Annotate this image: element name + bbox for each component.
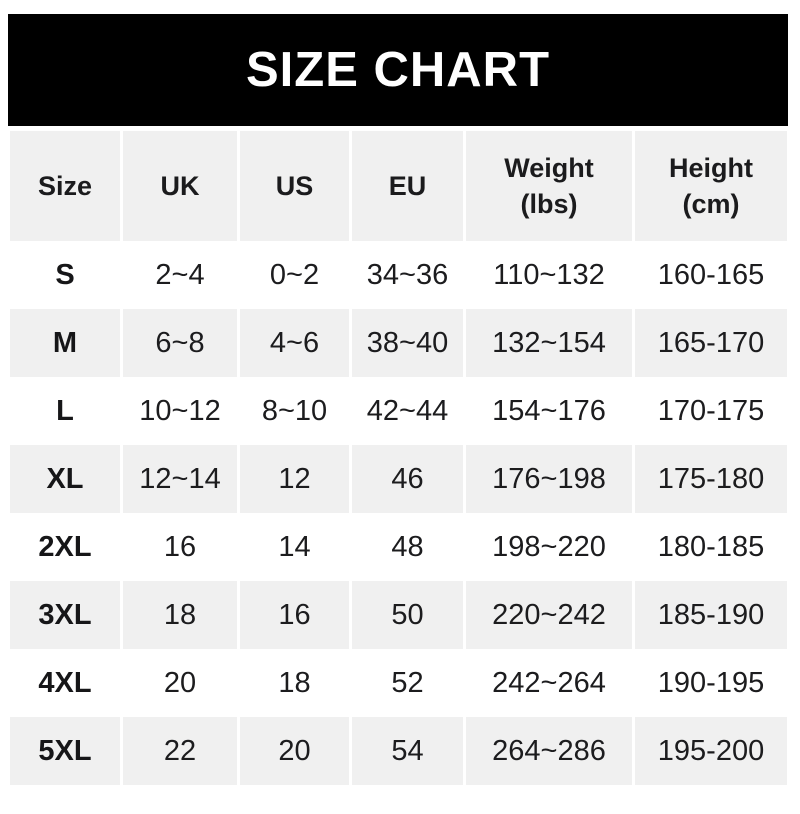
eu-cell: 52 <box>352 649 463 717</box>
column-header-eu: EU <box>352 131 463 241</box>
uk-cell: 18 <box>123 581 237 649</box>
eu-cell: 42~44 <box>352 377 463 445</box>
eu-cell: 50 <box>352 581 463 649</box>
size-cell: M <box>10 309 120 377</box>
header-row: Size UK US EU Weight (lbs) Height (cm) <box>10 131 787 241</box>
column-header-size: Size <box>10 131 120 241</box>
table-row: M 6~8 4~6 38~40 132~154 165-170 <box>10 309 787 377</box>
uk-cell: 10~12 <box>123 377 237 445</box>
eu-cell: 48 <box>352 513 463 581</box>
size-cell: 5XL <box>10 717 120 785</box>
table-row: 4XL 20 18 52 242~264 190-195 <box>10 649 787 717</box>
height-cell: 185-190 <box>635 581 787 649</box>
height-cell: 195-200 <box>635 717 787 785</box>
us-cell: 20 <box>240 717 349 785</box>
uk-cell: 22 <box>123 717 237 785</box>
us-cell: 8~10 <box>240 377 349 445</box>
table-row: S 2~4 0~2 34~36 110~132 160-165 <box>10 241 787 309</box>
uk-cell: 6~8 <box>123 309 237 377</box>
weight-cell: 198~220 <box>466 513 632 581</box>
table-row: L 10~12 8~10 42~44 154~176 170-175 <box>10 377 787 445</box>
column-header-height: Height (cm) <box>635 131 787 241</box>
uk-cell: 16 <box>123 513 237 581</box>
size-table-container: Size UK US EU Weight (lbs) Height (cm) S… <box>7 131 790 785</box>
us-cell: 18 <box>240 649 349 717</box>
table-row: 5XL 22 20 54 264~286 195-200 <box>10 717 787 785</box>
size-cell: 2XL <box>10 513 120 581</box>
us-cell: 16 <box>240 581 349 649</box>
column-header-uk: UK <box>123 131 237 241</box>
table-row: 2XL 16 14 48 198~220 180-185 <box>10 513 787 581</box>
us-cell: 4~6 <box>240 309 349 377</box>
uk-cell: 20 <box>123 649 237 717</box>
weight-cell: 176~198 <box>466 445 632 513</box>
weight-cell: 220~242 <box>466 581 632 649</box>
us-cell: 0~2 <box>240 241 349 309</box>
page-title: SIZE CHART <box>246 42 550 97</box>
size-table: Size UK US EU Weight (lbs) Height (cm) S… <box>7 131 790 785</box>
height-cell: 175-180 <box>635 445 787 513</box>
eu-cell: 46 <box>352 445 463 513</box>
us-cell: 12 <box>240 445 349 513</box>
size-cell: 3XL <box>10 581 120 649</box>
eu-cell: 38~40 <box>352 309 463 377</box>
height-cell: 165-170 <box>635 309 787 377</box>
column-header-weight: Weight (lbs) <box>466 131 632 241</box>
us-cell: 14 <box>240 513 349 581</box>
height-cell: 180-185 <box>635 513 787 581</box>
weight-cell: 242~264 <box>466 649 632 717</box>
height-cell: 190-195 <box>635 649 787 717</box>
eu-cell: 34~36 <box>352 241 463 309</box>
weight-cell: 264~286 <box>466 717 632 785</box>
size-chart-banner: SIZE CHART <box>8 14 788 126</box>
weight-cell: 110~132 <box>466 241 632 309</box>
uk-cell: 2~4 <box>123 241 237 309</box>
size-cell: 4XL <box>10 649 120 717</box>
weight-cell: 132~154 <box>466 309 632 377</box>
size-cell: L <box>10 377 120 445</box>
weight-cell: 154~176 <box>466 377 632 445</box>
size-cell: XL <box>10 445 120 513</box>
uk-cell: 12~14 <box>123 445 237 513</box>
column-header-us: US <box>240 131 349 241</box>
table-row: 3XL 18 16 50 220~242 185-190 <box>10 581 787 649</box>
table-row: XL 12~14 12 46 176~198 175-180 <box>10 445 787 513</box>
eu-cell: 54 <box>352 717 463 785</box>
size-table-header: Size UK US EU Weight (lbs) Height (cm) <box>10 131 787 241</box>
size-cell: S <box>10 241 120 309</box>
size-table-body: S 2~4 0~2 34~36 110~132 160-165 M 6~8 4~6 38~40 13… <box>10 241 787 785</box>
height-cell: 170-175 <box>635 377 787 445</box>
height-cell: 160-165 <box>635 241 787 309</box>
